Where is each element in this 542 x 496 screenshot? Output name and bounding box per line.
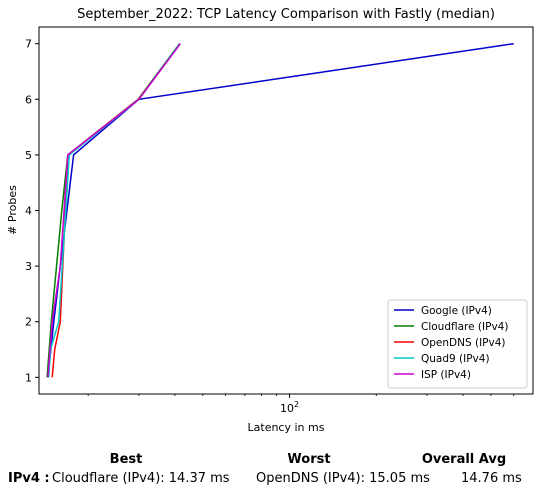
y-tick-label: 5 <box>25 149 32 162</box>
y-tick-label: 7 <box>25 38 32 51</box>
y-tick-label: 6 <box>25 93 32 106</box>
legend-label: ISP (IPv4) <box>421 369 471 381</box>
series-line <box>47 42 514 378</box>
best-header: Best <box>109 452 143 467</box>
legend-label: Cloudflare (IPv4) <box>421 321 508 333</box>
x-tick-label: 102 <box>280 400 299 415</box>
worst-header: Worst <box>287 452 331 467</box>
best-value: Cloudflare (IPv4): 14.37 ms <box>52 471 230 486</box>
latency-chart: September_2022: TCP Latency Comparison w… <box>6 7 534 434</box>
row-label: IPv4 : <box>8 471 50 486</box>
y-tick-label: 1 <box>25 371 32 384</box>
series-lines <box>46 42 514 378</box>
y-tick-label: 4 <box>25 205 32 218</box>
y-axis-label: # Probes <box>6 185 19 235</box>
y-tick-label: 2 <box>25 316 32 329</box>
legend-label: Quad9 (IPv4) <box>421 353 490 365</box>
chart-title: September_2022: TCP Latency Comparison w… <box>77 7 495 22</box>
legend-label: OpenDNS (IPv4) <box>421 337 506 349</box>
legend-box <box>387 299 528 389</box>
worst-value: OpenDNS (IPv4): 15.05 ms <box>256 471 430 486</box>
legend-label: Google (IPv4) <box>421 305 492 317</box>
y-tick-label: 3 <box>25 260 32 273</box>
legend: Google (IPv4) Cloudflare (IPv4) OpenDNS (I… <box>387 299 528 389</box>
series-line <box>47 43 182 378</box>
avg-header: Overall Avg <box>421 452 507 467</box>
series-line <box>48 43 181 378</box>
series-line <box>51 43 181 378</box>
avg-value: 14.76 ms <box>461 471 522 486</box>
x-axis-label: Latency in ms <box>248 421 325 434</box>
